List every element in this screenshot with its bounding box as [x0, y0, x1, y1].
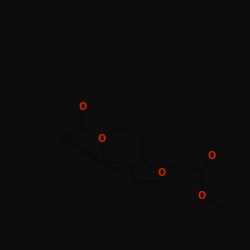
Text: O: O: [78, 102, 86, 113]
Text: O: O: [207, 151, 216, 161]
Text: O: O: [98, 134, 106, 143]
Text: O: O: [198, 191, 206, 201]
Text: O: O: [158, 168, 166, 178]
